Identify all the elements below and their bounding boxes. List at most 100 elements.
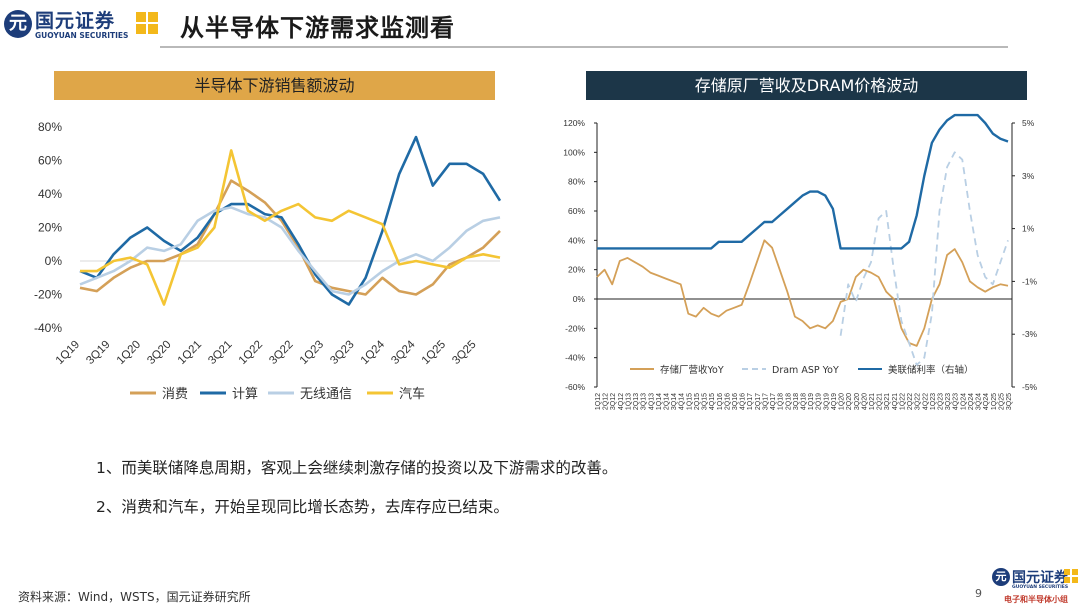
right-x-tick-label: 2Q21 (877, 393, 884, 410)
right-x-tick-label: 3Q21 (884, 393, 891, 410)
left-legend-label: 计算 (232, 387, 258, 402)
left-x-tick-label: 3Q24 (389, 338, 418, 367)
right-chart-title: 存储原厂营收及DRAM价格波动 (586, 71, 1027, 100)
right-x-tick-label: 4Q13 (648, 393, 655, 410)
left-x-tick-label: 3Q21 (206, 339, 234, 367)
source-note: 资料来源：Wind，WSTS，国元证券研究所 (18, 590, 251, 604)
logo-text: 国元证券 (35, 10, 116, 32)
right-left-y-tick-label: -40% (565, 353, 585, 363)
right-x-tick-label: 4Q17 (770, 393, 777, 410)
right-legend-label: 存储厂营收YoY (660, 364, 724, 376)
right-x-tick-label: 4Q23 (953, 393, 960, 410)
right-x-tick-label: 4Q21 (892, 393, 899, 410)
right-x-tick-label: 1Q20 (839, 393, 846, 410)
footer-logo-emblem-icon: 元 (992, 568, 1010, 586)
right-x-tick-label: 1Q12 (595, 393, 602, 410)
right-x-tick-label: 3Q17 (762, 393, 769, 410)
right-x-tick-label: 2Q25 (998, 393, 1005, 410)
left-series-line-0 (79, 179, 501, 296)
right-left-y-tick-label: 100% (563, 147, 585, 157)
right-series-line-0 (596, 239, 1009, 347)
right-left-y-tick-label: 20% (568, 265, 585, 275)
right-left-y-tick-label: 0% (573, 294, 586, 304)
logo-english-text: GUOYUAN SECURITIES (35, 31, 129, 40)
right-x-tick-label: 3Q20 (854, 393, 861, 410)
right-x-tick-label: 3Q14 (671, 393, 678, 410)
left-y-tick-label: -40% (34, 321, 62, 335)
right-x-tick-label: 3Q24 (976, 393, 983, 410)
right-x-tick-label: 4Q15 (709, 393, 716, 410)
right-x-tick-label: 3Q25 (1006, 393, 1013, 410)
right-x-tick-label: 1Q19 (808, 393, 815, 410)
left-legend-label: 无线通信 (300, 387, 352, 402)
left-x-tick-label: 1Q24 (359, 338, 388, 367)
left-x-tick-label: 3Q20 (145, 339, 173, 367)
left-y-tick-label: 40% (38, 187, 62, 201)
left-x-tick-label: 3Q25 (450, 339, 478, 367)
page-number: 9 (975, 587, 982, 600)
left-y-tick-label: 60% (38, 154, 62, 168)
left-y-tick-label: 0% (45, 254, 63, 268)
right-x-tick-label: 3Q23 (945, 393, 952, 410)
right-x-tick-label: 4Q24 (983, 393, 990, 410)
right-left-y-tick-label: 80% (568, 177, 585, 187)
left-x-tick-label: 1Q23 (298, 339, 326, 367)
right-x-tick-label: 2Q23 (938, 393, 945, 410)
right-x-tick-label: 1Q17 (747, 393, 754, 410)
left-x-tick-label: 1Q20 (115, 339, 143, 367)
right-left-y-tick-label: -20% (565, 323, 585, 333)
right-x-tick-label: 1Q25 (991, 393, 998, 410)
right-x-tick-label: 4Q14 (679, 393, 686, 410)
right-right-y-tick-label: 3% (1022, 171, 1035, 181)
right-right-y-tick-label: -5% (1022, 382, 1038, 392)
left-x-tick-label: 3Q23 (328, 339, 356, 367)
right-left-y-tick-label: -60% (565, 382, 585, 392)
right-x-tick-label: 1Q21 (869, 393, 876, 410)
right-x-tick-label: 2Q19 (816, 393, 823, 410)
left-x-tick-label: 1Q25 (420, 339, 448, 367)
right-x-tick-label: 3Q16 (732, 393, 739, 410)
right-x-tick-label: 2Q15 (694, 393, 701, 410)
left-x-tick-label: 1Q19 (54, 339, 82, 367)
right-x-tick-label: 1Q14 (656, 393, 663, 410)
right-left-y-tick-label: 40% (568, 235, 585, 245)
right-x-tick-label: 3Q12 (610, 393, 617, 410)
right-x-tick-label: 2Q13 (633, 393, 640, 410)
right-x-tick-label: 1Q23 (930, 393, 937, 410)
left-chart-title: 半导体下游销售额波动 (54, 71, 495, 100)
right-x-tick-label: 2Q18 (785, 393, 792, 410)
right-x-tick-label: 2Q22 (907, 393, 914, 410)
right-x-tick-label: 4Q22 (922, 393, 929, 410)
right-x-tick-label: 1Q16 (717, 393, 724, 410)
right-x-tick-label: 1Q13 (625, 393, 632, 410)
left-y-tick-label: 20% (38, 221, 62, 235)
right-x-tick-label: 3Q22 (915, 393, 922, 410)
right-x-tick-label: 1Q18 (778, 393, 785, 410)
left-x-tick-label: 3Q22 (267, 339, 295, 367)
right-right-y-tick-label: -1% (1022, 276, 1038, 286)
bullet-point-1: 1、而美联储降息周期，客观上会继续刺激存储的投资以及下游需求的改善。 (96, 459, 618, 477)
right-x-tick-label: 4Q12 (618, 393, 625, 410)
left-y-tick-label: 80% (38, 120, 62, 134)
logo-emblem-icon: 元 (4, 10, 32, 38)
left-y-tick-label: -20% (34, 288, 62, 302)
right-x-tick-label: 4Q18 (801, 393, 808, 410)
right-x-tick-label: 2Q14 (664, 393, 671, 410)
right-x-tick-label: 3Q18 (793, 393, 800, 410)
right-series-line-1 (839, 151, 1009, 366)
right-x-tick-label: 1Q22 (899, 393, 906, 410)
left-series-line-3 (80, 149, 501, 306)
right-legend-label: Dram ASP YoY (772, 365, 839, 376)
right-x-tick-label: 4Q20 (861, 393, 868, 410)
footer-group-name: 电子和半导体小组 (1004, 595, 1068, 604)
footer-logo-squares-icon (1064, 569, 1078, 583)
right-x-tick-label: 2Q16 (724, 393, 731, 410)
title-divider (160, 46, 1008, 48)
bullet-point-2: 2、消费和汽车，开始呈现同比增长态势，去库存应已结束。 (96, 498, 509, 516)
right-x-tick-label: 1Q15 (686, 393, 693, 410)
right-right-y-tick-label: -3% (1022, 329, 1038, 339)
left-legend-label: 汽车 (399, 386, 425, 402)
right-x-tick-label: 4Q19 (831, 393, 838, 410)
left-x-tick-label: 3Q19 (84, 339, 112, 367)
right-x-tick-label: 2Q24 (968, 393, 975, 410)
